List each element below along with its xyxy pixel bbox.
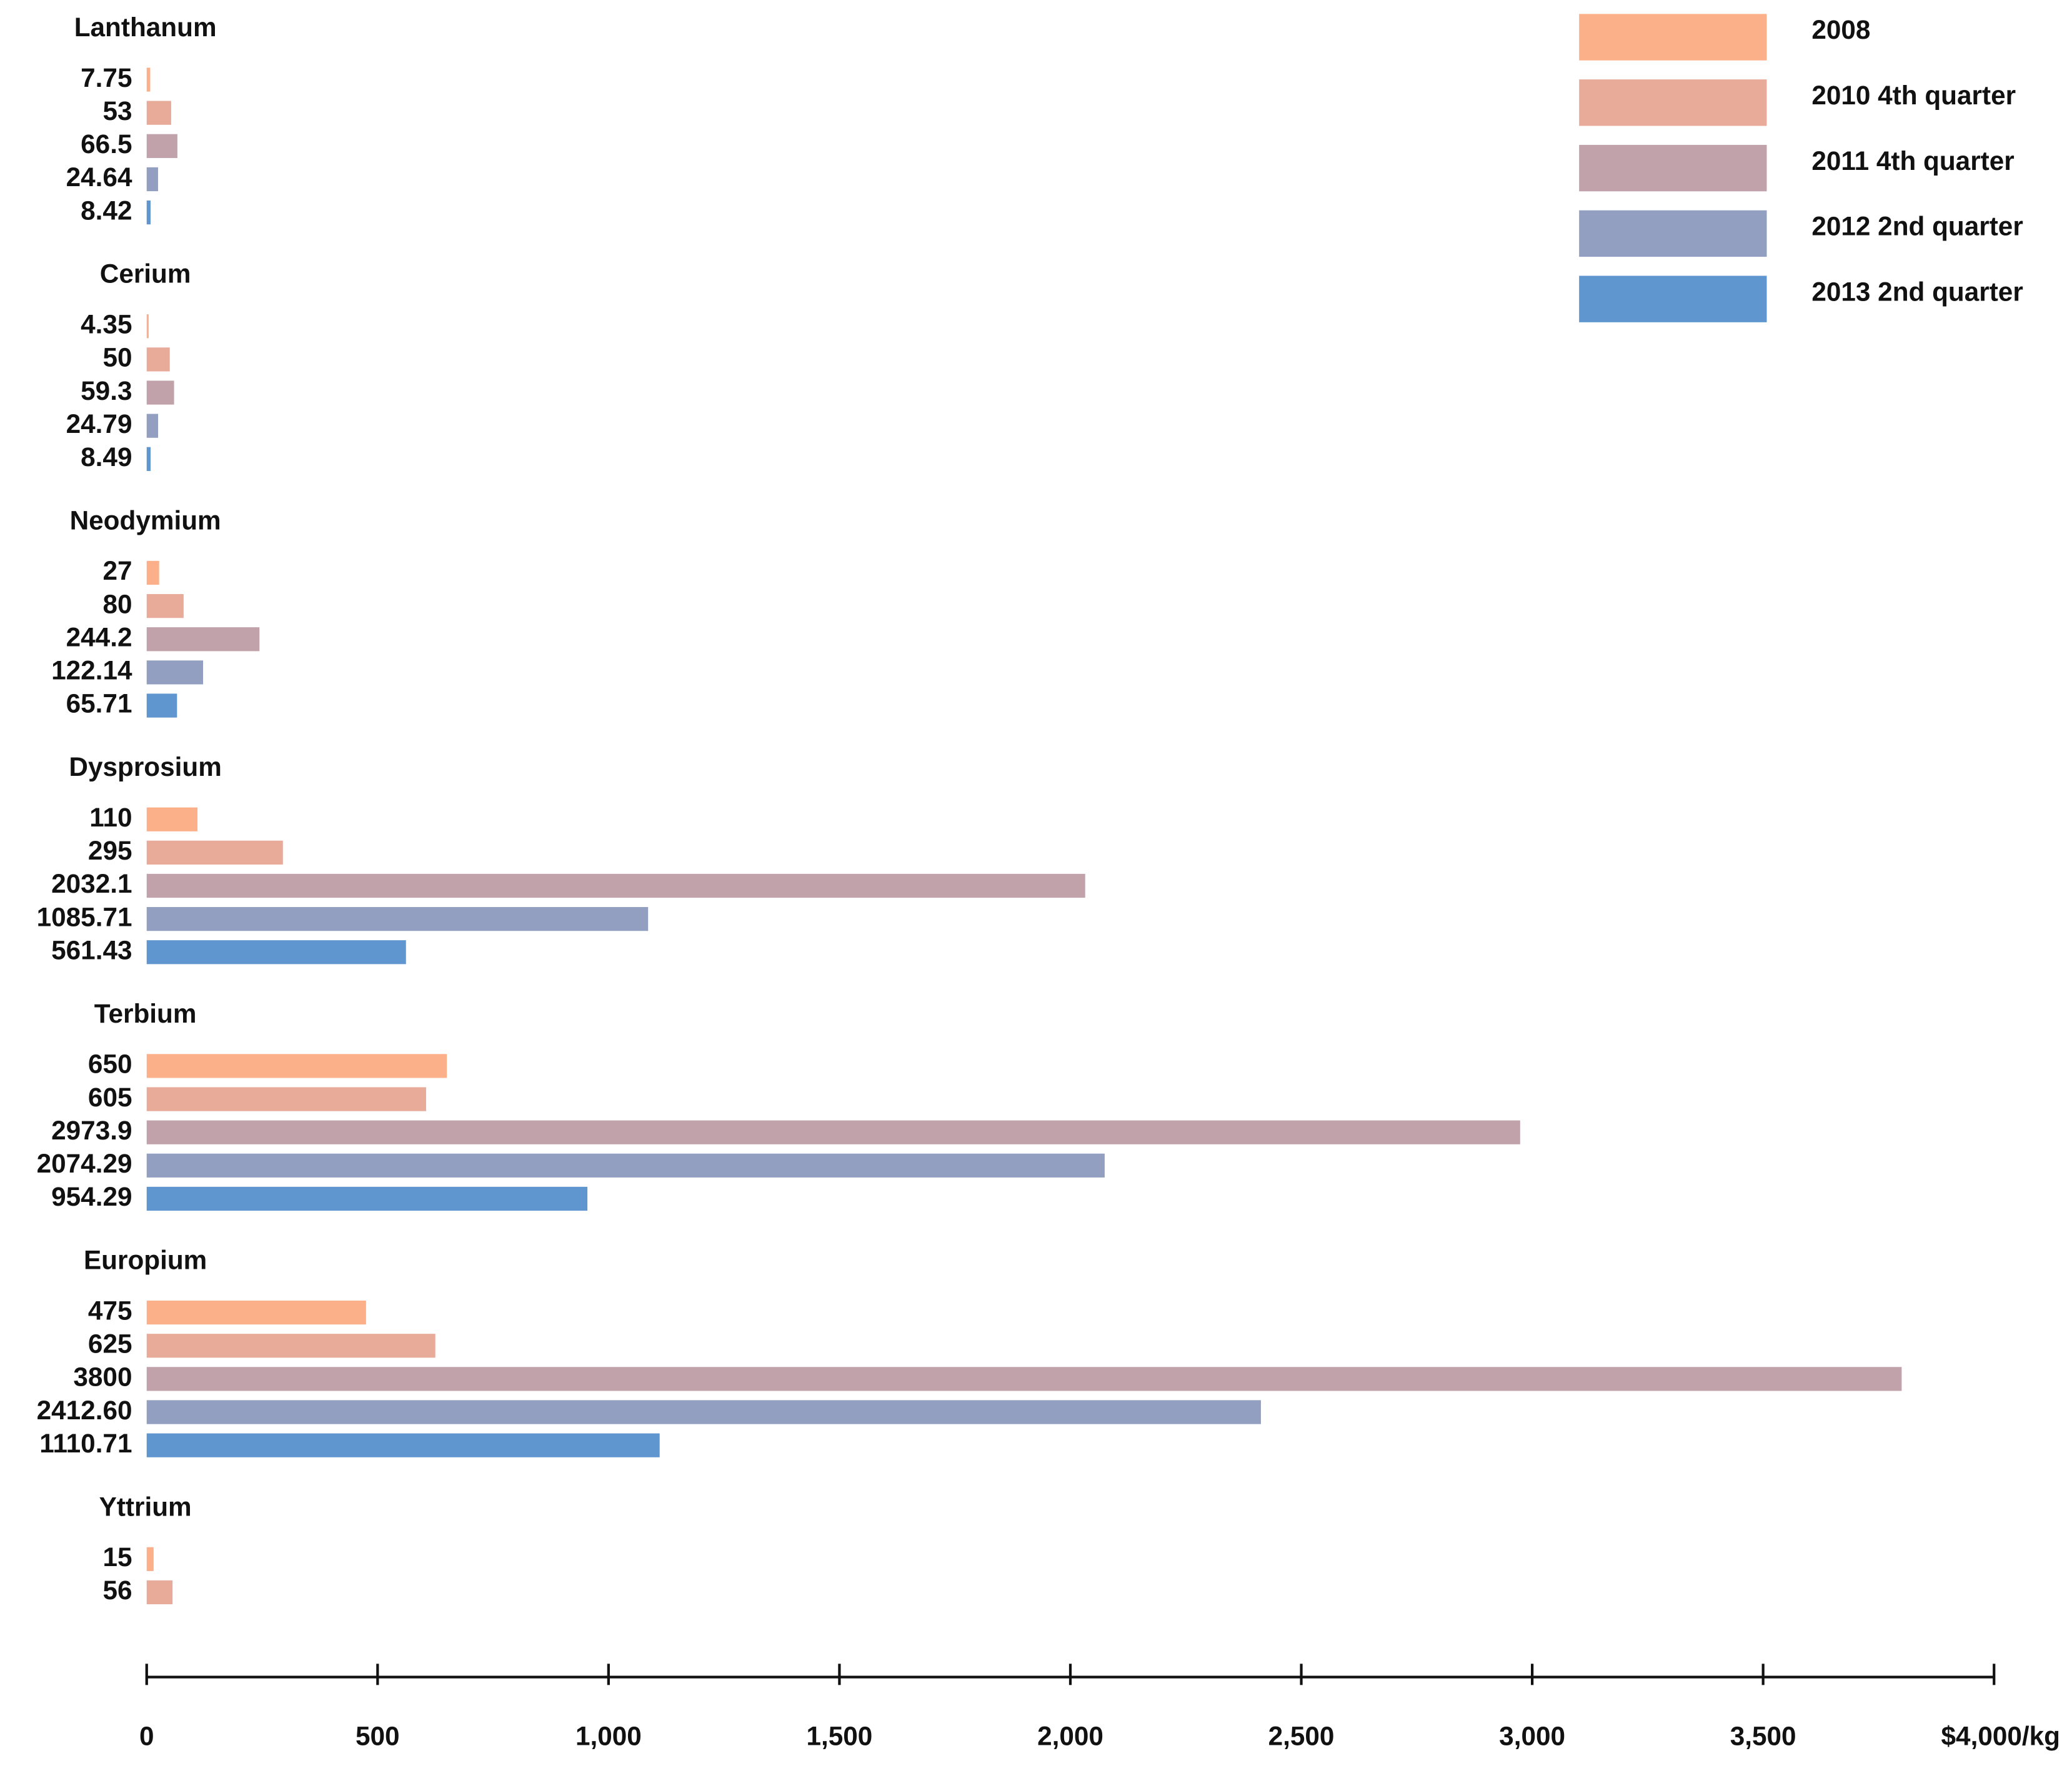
legend-swatch bbox=[1579, 79, 1767, 126]
bar bbox=[146, 134, 177, 158]
value-label: 15 bbox=[102, 1542, 132, 1572]
x-tick-label: 0 bbox=[139, 1721, 154, 1750]
value-label: 561.43 bbox=[51, 935, 132, 965]
bar bbox=[146, 840, 283, 865]
x-tick-label: 1,000 bbox=[575, 1721, 642, 1750]
bar bbox=[146, 1300, 366, 1325]
bar bbox=[146, 807, 198, 831]
x-tick-label: 2,500 bbox=[1268, 1721, 1335, 1750]
x-tick-label: 1,500 bbox=[807, 1721, 873, 1750]
value-label: 56 bbox=[102, 1575, 132, 1605]
group-label: Yttrium bbox=[99, 1492, 192, 1521]
value-label: 475 bbox=[88, 1296, 132, 1325]
value-label: 954.29 bbox=[51, 1182, 132, 1211]
value-label: 53 bbox=[102, 96, 132, 126]
value-label: 295 bbox=[88, 836, 132, 865]
value-label: 244.2 bbox=[66, 622, 132, 652]
bar bbox=[146, 314, 149, 339]
value-label: 65.71 bbox=[66, 689, 132, 718]
legend-swatch bbox=[1579, 210, 1767, 257]
legend-label: 2013 2nd quarter bbox=[1811, 277, 2023, 306]
legend-swatch bbox=[1579, 14, 1767, 61]
bar bbox=[146, 627, 260, 652]
value-label: 8.49 bbox=[81, 442, 132, 472]
value-label: 66.5 bbox=[81, 129, 132, 159]
group-label: Europium bbox=[84, 1245, 207, 1274]
group-label: Dysprosium bbox=[69, 752, 221, 781]
bar bbox=[146, 414, 159, 438]
group-label: Neodymium bbox=[70, 505, 221, 535]
bar bbox=[146, 1580, 173, 1605]
group-label: Cerium bbox=[100, 259, 191, 289]
group-label: Lanthanum bbox=[74, 12, 217, 42]
value-label: 7.75 bbox=[81, 63, 132, 92]
value-label: 1085.71 bbox=[37, 902, 132, 931]
bar bbox=[146, 940, 406, 965]
bar bbox=[146, 693, 177, 718]
legend-label: 2012 2nd quarter bbox=[1811, 212, 2023, 241]
bar bbox=[146, 1433, 660, 1457]
bar bbox=[146, 67, 151, 92]
x-tick-label: 500 bbox=[356, 1721, 400, 1750]
bar bbox=[146, 906, 649, 931]
value-label: 122.14 bbox=[51, 656, 132, 685]
value-label: 625 bbox=[88, 1329, 132, 1358]
value-label: 3800 bbox=[73, 1362, 132, 1392]
bar bbox=[146, 380, 174, 405]
bar bbox=[146, 101, 171, 125]
bar bbox=[146, 1087, 426, 1111]
value-label: 2412.60 bbox=[37, 1396, 132, 1425]
value-label: 27 bbox=[102, 556, 132, 585]
value-label: 4.35 bbox=[81, 309, 132, 339]
value-label: 2032.1 bbox=[51, 869, 132, 898]
bar bbox=[146, 200, 151, 225]
bar bbox=[146, 167, 158, 192]
x-tick-label: 3,000 bbox=[1499, 1721, 1565, 1750]
bar bbox=[146, 1400, 1261, 1424]
bar bbox=[146, 1547, 154, 1571]
bar bbox=[146, 1054, 447, 1078]
value-label: 1110.71 bbox=[39, 1429, 132, 1458]
bar bbox=[146, 1367, 1902, 1391]
value-label: 24.79 bbox=[66, 409, 132, 439]
legend-label: 2011 4th quarter bbox=[1811, 146, 2014, 176]
bar bbox=[146, 347, 170, 372]
legend-swatch bbox=[1579, 275, 1767, 322]
bar bbox=[146, 660, 204, 685]
bar bbox=[146, 447, 151, 471]
value-label: 110 bbox=[89, 803, 132, 832]
bar bbox=[146, 593, 184, 618]
legend-swatch bbox=[1579, 144, 1767, 192]
value-label: 8.42 bbox=[81, 196, 132, 225]
bar bbox=[146, 873, 1085, 898]
bar bbox=[146, 1120, 1520, 1144]
legend-label: 2008 bbox=[1811, 15, 1870, 44]
value-label: 650 bbox=[88, 1049, 132, 1079]
value-label: 80 bbox=[102, 589, 132, 618]
value-label: 2973.9 bbox=[51, 1116, 132, 1145]
x-tick-label: 3,500 bbox=[1730, 1721, 1796, 1750]
value-label: 59.3 bbox=[81, 376, 132, 405]
value-label: 605 bbox=[88, 1083, 132, 1112]
value-label: 50 bbox=[102, 343, 132, 372]
bar bbox=[146, 1186, 588, 1211]
x-tick-label: 2,000 bbox=[1037, 1721, 1103, 1750]
legend-label: 2010 4th quarter bbox=[1811, 81, 2016, 110]
bar bbox=[146, 560, 159, 585]
bar bbox=[146, 1334, 436, 1358]
group-label: Terbium bbox=[94, 999, 197, 1028]
value-label: 2074.29 bbox=[37, 1149, 132, 1178]
bar bbox=[146, 1153, 1105, 1178]
value-label: 24.64 bbox=[66, 162, 132, 192]
x-tick-label: $4,000/kg bbox=[1941, 1721, 2060, 1750]
